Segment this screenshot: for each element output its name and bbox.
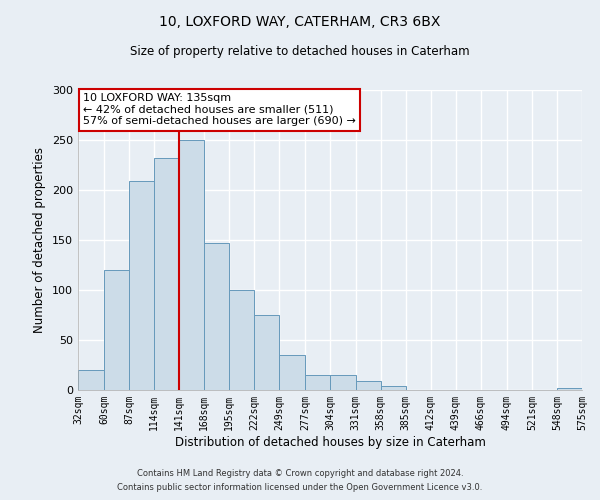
Text: Size of property relative to detached houses in Caterham: Size of property relative to detached ho…: [130, 45, 470, 58]
Bar: [557, 388, 582, 390]
X-axis label: Distribution of detached houses by size in Caterham: Distribution of detached houses by size …: [175, 436, 485, 448]
Text: 10, LOXFORD WAY, CATERHAM, CR3 6BX: 10, LOXFORD WAY, CATERHAM, CR3 6BX: [160, 15, 440, 29]
Bar: [254, 315, 280, 390]
Bar: [280, 355, 305, 390]
Bar: [229, 290, 254, 390]
Bar: [78, 370, 104, 390]
Bar: [154, 158, 179, 390]
Bar: [305, 375, 331, 390]
Bar: [356, 381, 380, 390]
Text: Contains HM Land Registry data © Crown copyright and database right 2024.: Contains HM Land Registry data © Crown c…: [137, 468, 463, 477]
Y-axis label: Number of detached properties: Number of detached properties: [34, 147, 46, 333]
Text: Contains public sector information licensed under the Open Government Licence v3: Contains public sector information licen…: [118, 484, 482, 492]
Text: 10 LOXFORD WAY: 135sqm
← 42% of detached houses are smaller (511)
57% of semi-de: 10 LOXFORD WAY: 135sqm ← 42% of detached…: [83, 93, 356, 126]
Bar: [331, 375, 356, 390]
Bar: [179, 140, 204, 390]
Bar: [380, 386, 406, 390]
Bar: [129, 181, 154, 390]
Bar: [204, 243, 229, 390]
Bar: [104, 270, 129, 390]
